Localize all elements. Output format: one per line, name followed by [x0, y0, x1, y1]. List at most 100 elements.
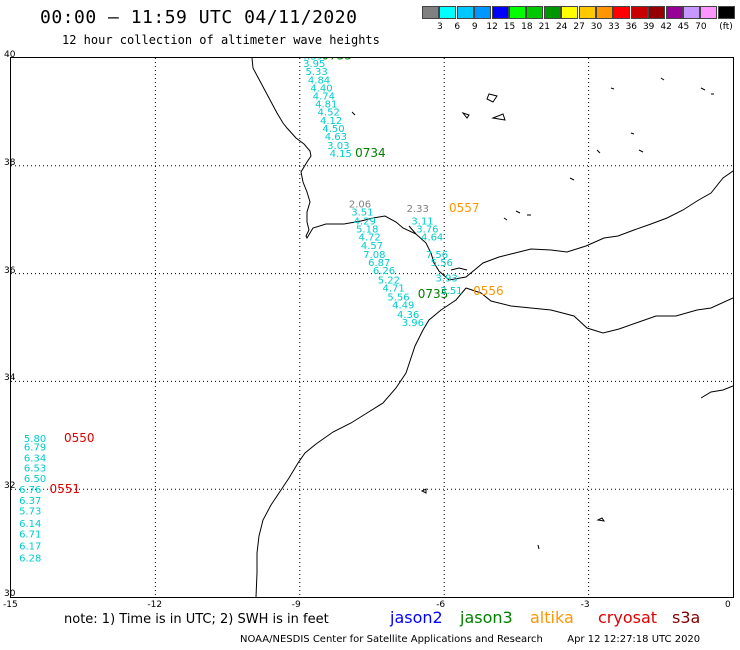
legend-swatch [683, 6, 700, 19]
legend-label: 3 [437, 22, 443, 32]
generated-timestamp: Apr 12 12:27:18 UTC 2020 [567, 634, 701, 645]
wave-height-value: 3.95 [303, 59, 325, 70]
satellite-legend-altika: altika [530, 608, 574, 627]
credit-line: NOAA/NESDIS Center for Satellite Applica… [240, 634, 700, 645]
wave-height-value: 5.56 [387, 293, 409, 304]
wave-height-value: 4.71 [383, 283, 405, 294]
wave-height-value: 4.84 [308, 75, 330, 86]
legend-swatch [456, 6, 474, 19]
wave-height-value: 5.18 [356, 225, 378, 236]
wave-height-value: 5.73 [19, 507, 41, 518]
wave-height-value: 3.51 [351, 207, 373, 218]
wave-height-value: 4.74 [313, 92, 335, 103]
legend-label: 24 [555, 22, 568, 32]
lat-tick-label: 38 [4, 157, 16, 168]
pass-time-label: 0734 [355, 146, 386, 160]
wave-height-value: 3.93 [435, 274, 457, 285]
map-title: 00:00 – 11:59 UTC 04/11/2020 [40, 7, 358, 28]
wave-height-value: 4.36 [397, 310, 419, 321]
wave-height-value: 7.08 [363, 250, 385, 261]
wave-height-value: 4.50 [322, 124, 344, 135]
wave-height-value: 6.79 [24, 442, 46, 453]
wave-height-value: 3.11 [411, 217, 433, 228]
map-plot-area: 4.393.955.334.844.404.744.814.52 0733 4.12… [10, 57, 734, 598]
legend-label: 42 [660, 22, 672, 32]
legend-swatch [474, 6, 492, 19]
wave-height-value: 4.49 [392, 301, 414, 312]
wave-height-value: 5.80 [24, 434, 46, 445]
legend-swatch [648, 6, 666, 19]
wave-height-value: 6.37 [19, 496, 41, 507]
legend-swatch [509, 6, 526, 19]
wave-height-value: 4.52 [318, 108, 340, 119]
wave-height-value: 4.12 [320, 116, 342, 127]
wave-height-value: 6.53 [24, 463, 46, 474]
wave-height-value: 6.17 [19, 542, 41, 553]
coastline-iberia-morocco [251, 58, 733, 597]
legend-swatch [526, 6, 544, 19]
footnote: note: 1) Time is in UTC; 2) SWH is in fe… [64, 612, 329, 627]
wave-height-value: 5.56 [431, 258, 453, 269]
map-subtitle: 12 hour collection of altimeter wave hei… [62, 33, 380, 47]
legend-swatch [596, 6, 613, 19]
map-svg: 4.393.955.334.844.404.744.814.52 0733 4.12… [11, 58, 733, 597]
wave-height-value: 4.29 [354, 217, 376, 228]
legend-label: 9 [471, 22, 478, 32]
satellite-legend-cryosat: cryosat [598, 608, 658, 627]
wave-height-value: 4.81 [315, 100, 337, 111]
wave-height-value: 3.96 [402, 318, 424, 329]
wave-height-value: 2.06 [349, 199, 371, 210]
legend-swatch [630, 6, 648, 19]
legend-swatch [543, 6, 561, 19]
lat-tick-label: 34 [4, 373, 16, 384]
legend-swatch [665, 6, 683, 19]
pass-time-label: 0735 [418, 287, 449, 301]
wave-height-value: 6.14 [19, 519, 41, 530]
wave-height-value: 4.39 [301, 58, 323, 63]
lon-tick-label: -6 [436, 600, 446, 610]
wave-height-value: 4.63 [325, 132, 347, 143]
graticule [11, 58, 733, 597]
legend-swatch [717, 6, 735, 19]
wave-height-value: 6.50 [24, 474, 46, 485]
altimeter-tracks: 4.393.955.334.844.404.744.814.52 0733 4.12… [19, 58, 504, 564]
wave-height-value: 6.26 [373, 266, 395, 277]
legend-unit: (ft) [719, 22, 733, 32]
wave-height-value: 7.56 [426, 250, 448, 261]
legend-label: 27 [573, 22, 585, 32]
legend-swatch [613, 6, 631, 19]
lon-tick-label: 0 [725, 600, 731, 610]
islands [351, 77, 714, 550]
legend-label: 18 [521, 22, 533, 32]
credit-agency: NOAA/NESDIS Center for Satellite Applica… [240, 634, 543, 645]
lat-tick-label: 30 [4, 589, 16, 599]
pass-time-label: 0557 [449, 201, 480, 215]
wave-height-value: 6.87 [368, 258, 390, 269]
wave-height-value: 4.40 [310, 83, 332, 94]
wave-height-value: 5.22 [378, 275, 400, 286]
legend-label: 33 [608, 22, 620, 32]
wave-height-value: 3.51 [440, 286, 462, 297]
legend-swatch [578, 6, 596, 19]
legend-swatch [700, 6, 718, 19]
wave-height-value: 4.72 [358, 233, 380, 244]
legend-swatch [422, 6, 439, 19]
lon-tick-label: -15 [3, 600, 18, 610]
lat-tick-label: 36 [4, 265, 16, 276]
legend-swatch [439, 6, 457, 19]
legend-swatch [491, 6, 509, 19]
legend-label: 36 [625, 22, 638, 32]
pass-time-label: 0733 [321, 58, 352, 63]
lat-tick-label: 32 [4, 481, 16, 492]
pass-time-label: 0556 [473, 284, 504, 298]
legend-label: 45 [677, 22, 690, 32]
legend-swatch [561, 6, 579, 19]
wave-height-value: 4.15 [330, 149, 352, 160]
wave-height-value: 4.64 [421, 233, 443, 244]
pass-time-label: 0550 [64, 431, 95, 445]
wave-height-value: 6.34 [24, 454, 46, 465]
wave-height-value: 5.33 [306, 67, 328, 78]
legend-label: 21 [538, 22, 551, 32]
lon-tick-label: -9 [291, 600, 301, 610]
legend-label: 15 [503, 22, 516, 32]
